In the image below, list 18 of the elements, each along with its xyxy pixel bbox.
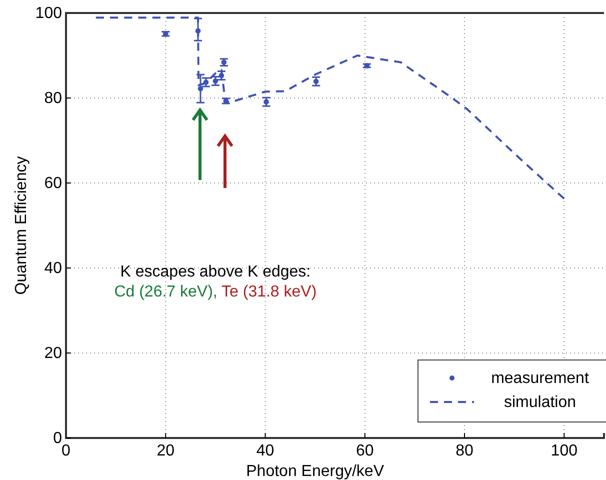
y-tick-label: 100: [35, 5, 62, 22]
y-tick-label: 60: [44, 175, 62, 192]
x-axis-title: Photon Energy/keV: [246, 463, 384, 480]
x-tick-label: 100: [550, 442, 578, 460]
x-tick-label: 60: [356, 442, 374, 460]
legend-label: measurement: [491, 370, 590, 387]
y-tick-label: 20: [44, 345, 62, 362]
y-axis-title: Quantum Efficiency: [13, 156, 30, 295]
annotation: Te (31.8 keV): [217, 284, 317, 300]
x-tick-label: 40: [256, 442, 274, 460]
y-tick-label: 80: [44, 90, 62, 108]
x-tick-label: 80: [456, 442, 474, 460]
x-tick-label: 20: [156, 442, 175, 460]
legend-label: simulation: [504, 394, 576, 411]
annotation: Cd (26.7 keV),: [114, 284, 218, 300]
annotation: K escapes above K edges:: [120, 264, 311, 280]
y-tick-label: 40: [44, 260, 62, 278]
y-tick-label: 0: [53, 430, 62, 448]
